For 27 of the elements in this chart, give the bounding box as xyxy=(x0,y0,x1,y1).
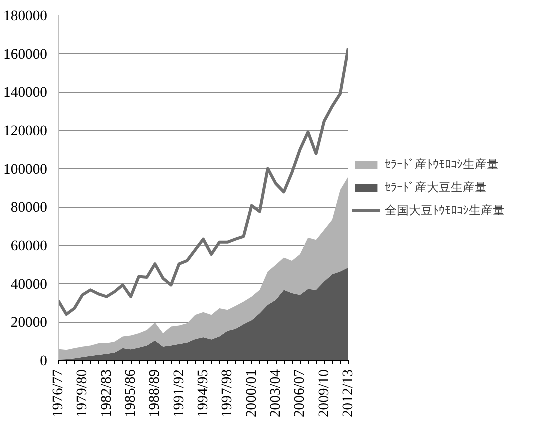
y-tick-label: 160000 xyxy=(4,46,48,63)
x-tick-label: 2000/01 xyxy=(244,369,260,418)
y-tick-label: 120000 xyxy=(4,124,48,140)
x-tick-label: 1979/80 xyxy=(74,369,91,418)
y-tick-label: 100000 xyxy=(4,162,48,178)
x-tick-label: 1994/95 xyxy=(196,369,212,418)
y-tick-label: 180000 xyxy=(4,8,48,24)
y-tick-label: 20000 xyxy=(10,315,48,332)
y-tick-label: 60000 xyxy=(10,238,48,254)
x-tick-label: 1982/83 xyxy=(98,369,115,418)
x-tick-label: 2009/10 xyxy=(316,369,332,418)
x-tick-label: 2003/04 xyxy=(268,368,284,418)
x-tick-label: 1997/98 xyxy=(220,369,236,418)
legend-label: ｾﾗｰﾄﾞ産大豆生産量 xyxy=(385,179,487,196)
x-tick-label: 2006/07 xyxy=(292,369,308,418)
x-tick-label: 2012/13 xyxy=(340,369,356,418)
y-tick-label: 0 xyxy=(40,354,48,370)
x-tick-label: 1988/89 xyxy=(147,369,164,418)
x-tick-label: 1976/77 xyxy=(50,369,66,418)
legend-label: 全国大豆ﾄｳﾓﾛｺｼ生産量 xyxy=(385,202,505,219)
x-tick-label: 1985/86 xyxy=(123,369,139,418)
legend-label: ｾﾗｰﾄﾞ産ﾄｳﾓﾛｺｼ生産量 xyxy=(385,156,499,173)
line-series xyxy=(58,46,348,316)
x-tick-label: 1991/92 xyxy=(171,369,188,418)
y-tick-label: 40000 xyxy=(10,276,48,293)
y-tick-label: 140000 xyxy=(4,85,48,102)
y-tick-label: 80000 xyxy=(10,200,48,216)
